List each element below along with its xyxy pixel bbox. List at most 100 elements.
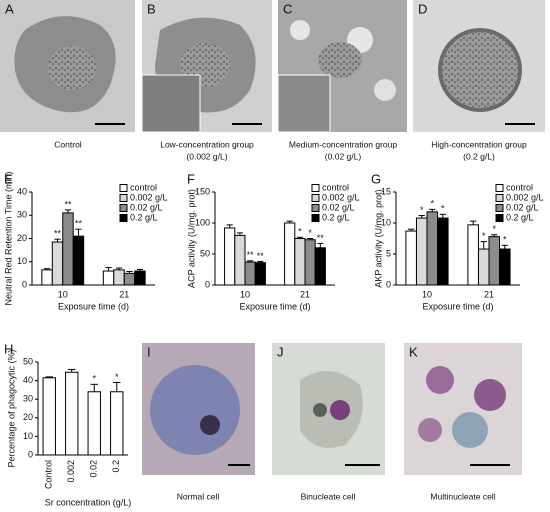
panel-label: D xyxy=(418,1,427,16)
bar xyxy=(284,222,296,286)
x-tick-label: 0.2 xyxy=(111,460,121,473)
panel-label: G xyxy=(371,171,381,186)
bar xyxy=(110,391,124,456)
bar xyxy=(488,236,501,286)
significance-label: ** xyxy=(257,251,265,261)
y-axis-title: AKP activity (U/mg. prot) xyxy=(373,189,383,287)
image-k: K xyxy=(404,343,522,475)
x-tick-label: 10 xyxy=(240,289,250,299)
x-axis-title: Exposure time (d) xyxy=(422,301,493,311)
legend-swatch xyxy=(495,204,504,212)
legend-swatch xyxy=(119,184,128,192)
bar xyxy=(314,247,326,286)
caption: Binucleate cell xyxy=(301,491,356,501)
x-tick-label: 21 xyxy=(484,289,494,299)
y-tick-label: 10 xyxy=(381,217,391,227)
y-tick-label: 30 xyxy=(17,210,27,220)
caption: (0.2 g/L) xyxy=(463,151,495,161)
significance-label: * xyxy=(503,235,507,245)
panel-label: H xyxy=(4,341,13,356)
significance-label: * xyxy=(482,231,486,241)
legend-label: control xyxy=(506,182,533,192)
y-tick-label: 50 xyxy=(200,248,210,258)
legend-label: 0.2 g/L xyxy=(506,212,534,222)
significance-label: ** xyxy=(75,219,83,229)
bar xyxy=(234,234,246,286)
caption: Normal cell xyxy=(177,491,220,501)
y-tick-label: 150 xyxy=(195,186,210,196)
panel-label: A xyxy=(5,1,14,16)
significance-label: * xyxy=(298,227,302,237)
y-tick-label: 50 xyxy=(23,356,33,366)
significance-label: * xyxy=(420,205,424,215)
y-tick-label: 0 xyxy=(205,279,210,289)
significance-label: * xyxy=(115,372,119,382)
image-a: A xyxy=(0,0,135,132)
legend-swatch xyxy=(119,194,128,202)
x-tick-label: 10 xyxy=(58,289,68,299)
panel-label: B xyxy=(147,1,156,16)
panel-label: F xyxy=(187,171,195,186)
y-tick-label: 0 xyxy=(386,279,391,289)
y-tick-label: 15 xyxy=(381,186,391,196)
bar xyxy=(426,211,439,286)
legend-label: 0.2 g/L xyxy=(130,212,158,222)
bar xyxy=(72,235,85,286)
legend-swatch xyxy=(495,214,504,222)
y-tick-label: 100 xyxy=(195,217,210,227)
significance-label: ** xyxy=(247,250,255,260)
x-axis-title: Exposure time (d) xyxy=(58,301,129,311)
legend-label: control xyxy=(322,182,349,192)
bar xyxy=(499,248,511,286)
bar xyxy=(42,377,56,456)
image-b: B xyxy=(141,0,272,133)
caption: Multinucleate cell xyxy=(430,491,495,501)
legend-label: 0.002 g/L xyxy=(506,192,544,202)
significance-label: * xyxy=(493,224,497,234)
y-tick-label: 20 xyxy=(17,233,27,243)
legend-label: 0.002 g/L xyxy=(322,192,360,202)
legend-swatch xyxy=(495,194,504,202)
bar xyxy=(477,248,490,286)
bar xyxy=(294,238,306,286)
caption: (0.02 g/L) xyxy=(325,151,362,161)
bar xyxy=(51,241,64,286)
legend-label: 0.02 g/L xyxy=(506,202,539,212)
bar xyxy=(304,239,316,286)
caption: Low-concentration group xyxy=(160,139,254,149)
x-tick-label: 0.002 xyxy=(66,460,76,483)
y-tick-label: 5 xyxy=(386,248,391,258)
legend-label: 0.02 g/L xyxy=(130,202,163,212)
bar xyxy=(65,371,79,456)
bar xyxy=(224,227,236,286)
y-tick-label: 40 xyxy=(23,375,33,385)
significance-label: ** xyxy=(64,199,72,209)
legend-swatch xyxy=(311,184,320,192)
significance-label: ** xyxy=(317,233,325,243)
image-i: I xyxy=(142,343,255,475)
legend-swatch xyxy=(119,204,128,212)
y-axis-title: ACP activity (U/mg. prot) xyxy=(186,189,196,288)
bar xyxy=(123,272,136,286)
y-axis-title: Neutral Red Retention Time (min) xyxy=(3,171,13,305)
caption: Control xyxy=(54,139,82,149)
legend-swatch xyxy=(311,194,320,202)
legend-label: control xyxy=(130,182,157,192)
y-tick-label: 40 xyxy=(17,186,27,196)
legend-swatch xyxy=(119,214,128,222)
legend-swatch xyxy=(495,184,504,192)
y-tick-label: 10 xyxy=(17,256,27,266)
significance-label: * xyxy=(441,204,445,214)
y-tick-label: 0 xyxy=(22,279,27,289)
legend-label: 0.002 g/L xyxy=(130,192,168,202)
legend-swatch xyxy=(311,204,320,212)
bar xyxy=(415,217,428,286)
caption: (0.002 g/L) xyxy=(186,151,227,161)
image-c: C xyxy=(277,0,407,133)
legend-swatch xyxy=(311,214,320,222)
bar xyxy=(102,270,115,286)
y-tick-label: 0 xyxy=(28,449,33,459)
y-tick-label: 30 xyxy=(23,394,33,404)
bar xyxy=(437,217,449,286)
